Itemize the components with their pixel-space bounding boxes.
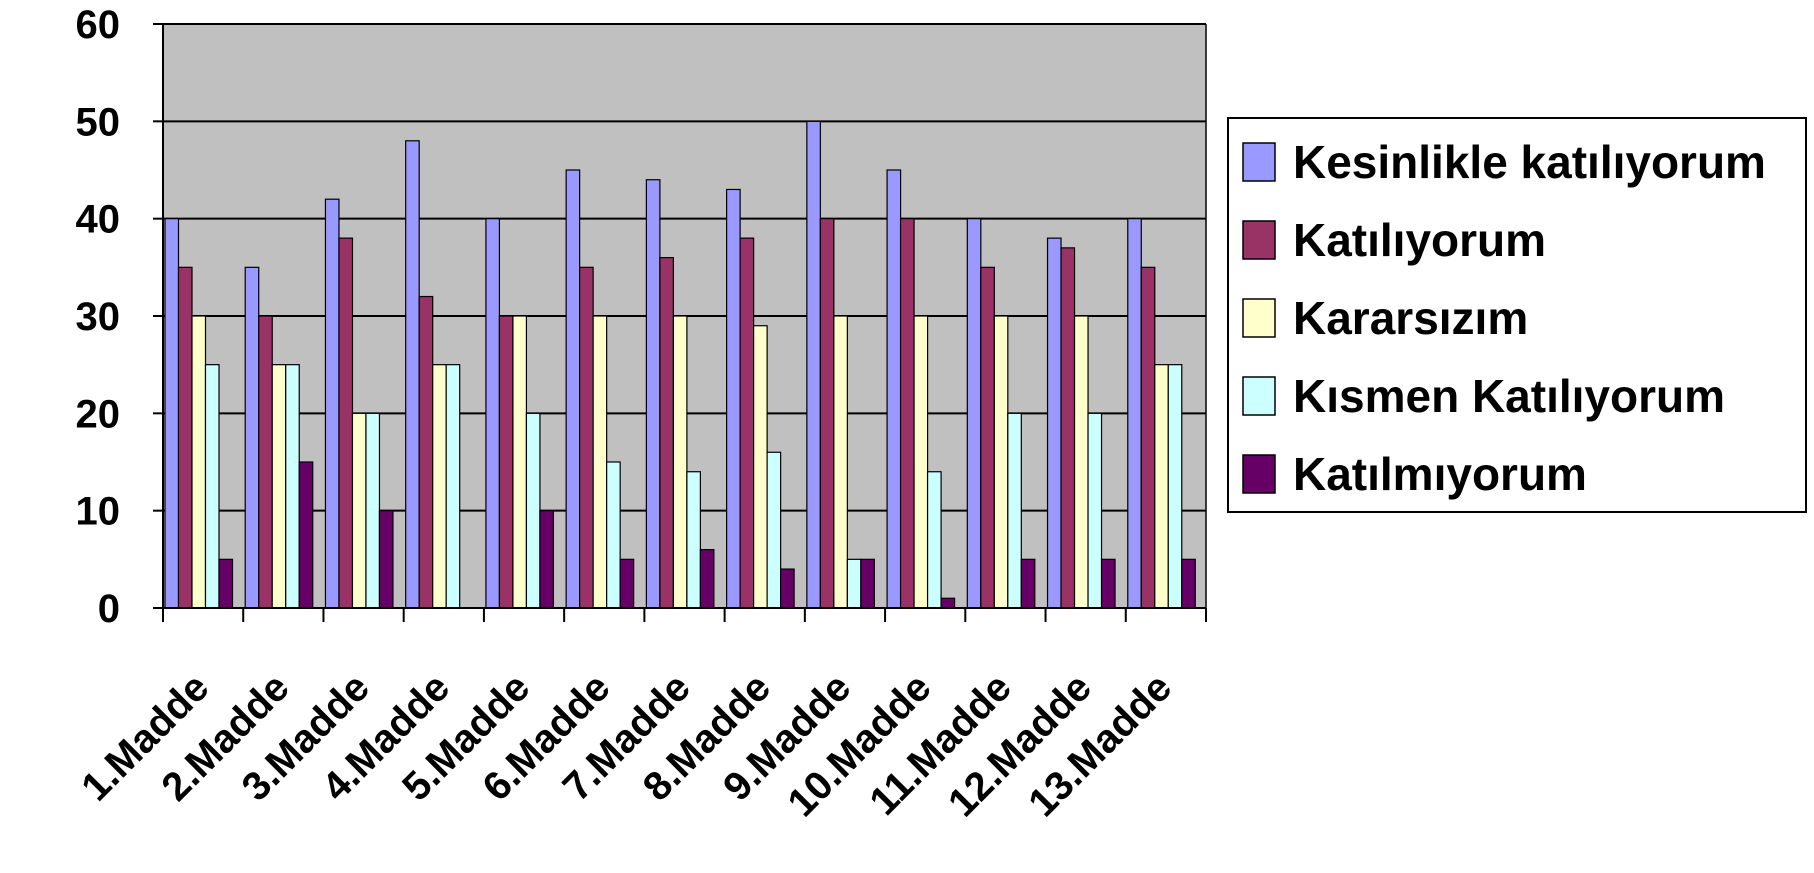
legend-label: Kısmen Katılıyorum <box>1293 370 1725 422</box>
bar-katılıyorum-11madde <box>980 266 995 609</box>
bar-katılıyorum-6madde <box>579 266 594 609</box>
bar-kısmen-katılıyorum-13madde <box>1167 364 1183 609</box>
bar-katılmıyorum-6madde <box>619 558 635 609</box>
bar-kısmen-katılıyorum-10madde <box>926 471 942 609</box>
bar-katılmıyorum-12madde <box>1100 558 1116 609</box>
y-tick-label: 20 <box>76 392 121 436</box>
bar-kararsızım-8madde <box>753 325 768 609</box>
bar-katılıyorum-13madde <box>1140 266 1156 609</box>
bar-kararsızım-10madde <box>913 315 929 609</box>
bar-katılıyorum-10madde <box>899 218 915 609</box>
bar-kısmen-katılıyorum-7madde <box>686 471 701 609</box>
bar-kesinlikle-katılıyorum-9madde <box>806 120 821 609</box>
bar-kesinlikle-katılıyorum-6madde <box>565 169 581 609</box>
bar-katılmıyorum-1madde <box>218 558 234 609</box>
bar-kararsızım-5madde <box>512 315 528 609</box>
bar-kesinlikle-katılıyorum-2madde <box>244 266 260 609</box>
bar-kesinlikle-katılıyorum-1madde <box>164 218 180 609</box>
bar-kesinlikle-katılıyorum-11madde <box>966 218 982 609</box>
bar-kısmen-katılıyorum-1madde <box>204 364 220 609</box>
y-tick-labels: 0 10 20 30 40 50 60 <box>76 3 121 631</box>
bar-kesinlikle-katılıyorum-4madde <box>405 140 420 609</box>
bar-kararsızım-7madde <box>672 315 688 609</box>
legend-swatch <box>1242 298 1276 338</box>
bar-katılıyorum-1madde <box>177 266 193 609</box>
bar-katılıyorum-2madde <box>258 315 273 609</box>
y-tick-label: 10 <box>76 490 121 534</box>
bar-kararsızım-9madde <box>833 315 848 609</box>
legend-swatch <box>1242 142 1276 182</box>
legend-label: Katılmıyorum <box>1293 448 1587 500</box>
bar-kısmen-katılıyorum-2madde <box>285 364 300 609</box>
y-tick-label: 50 <box>76 100 121 144</box>
bar-katılıyorum-4madde <box>418 295 434 609</box>
bar-kısmen-katılıyorum-11madde <box>1007 412 1022 609</box>
bar-kesinlikle-katılıyorum-3madde <box>324 198 340 609</box>
bar-kararsızım-4madde <box>432 364 447 609</box>
bar-katılmıyorum-2madde <box>298 461 314 609</box>
bar-katılmıyorum-3madde <box>378 510 394 609</box>
bar-kararsızım-11madde <box>993 315 1009 609</box>
legend: Kesinlikle katılıyorum Katılıyorum Kararsı… <box>1227 117 1807 513</box>
bar-kısmen-katılıyorum-4madde <box>445 364 461 609</box>
x-tick-labels: 1.Madde2.Madde3.Madde4.Madde5.Madde6.Mad… <box>73 665 1180 825</box>
bars-group <box>164 120 1196 609</box>
bar-katılıyorum-5madde <box>498 315 514 609</box>
y-tick-label: 30 <box>76 295 121 339</box>
bar-katılmıyorum-9madde <box>860 558 875 609</box>
bar-kısmen-katılıyorum-9madde <box>846 558 862 609</box>
legend-swatch <box>1242 454 1276 494</box>
bar-katılmıyorum-7madde <box>699 548 715 609</box>
bar-kararsızım-1madde <box>191 315 207 609</box>
bar-katılmıyorum-13madde <box>1181 558 1196 609</box>
legend-label: Katılıyorum <box>1293 214 1546 266</box>
axes-group <box>153 23 1207 622</box>
bar-kararsızım-2madde <box>271 364 287 609</box>
bar-kesinlikle-katılıyorum-12madde <box>1046 237 1062 609</box>
legend-swatch <box>1242 220 1276 260</box>
bar-kararsızım-6madde <box>592 315 608 609</box>
bar-katılmıyorum-8madde <box>780 568 795 609</box>
bar-kararsızım-13madde <box>1154 364 1169 609</box>
bar-kararsızım-3madde <box>351 412 367 609</box>
bar-kararsızım-12madde <box>1073 315 1089 609</box>
bar-kısmen-katılıyorum-6madde <box>606 461 621 609</box>
bar-kısmen-katılıyorum-5madde <box>525 412 541 609</box>
bar-katılıyorum-7madde <box>659 257 674 609</box>
bar-katılmıyorum-5madde <box>539 510 555 609</box>
legend-label: Kesinlikle katılıyorum <box>1293 136 1766 188</box>
legend-label: Kararsızım <box>1293 292 1528 344</box>
bar-kesinlikle-katılıyorum-10madde <box>886 169 902 609</box>
bar-kısmen-katılıyorum-3madde <box>365 412 381 609</box>
bar-kesinlikle-katılıyorum-13madde <box>1127 218 1142 609</box>
y-tick-label: 0 <box>98 587 120 631</box>
bar-katılmıyorum-10madde <box>940 597 956 609</box>
y-tick-label: 60 <box>76 3 121 47</box>
legend-swatch <box>1242 376 1276 416</box>
bar-katılıyorum-8madde <box>739 237 755 609</box>
bar-kısmen-katılıyorum-12madde <box>1087 412 1103 609</box>
bar-katılmıyorum-11madde <box>1020 558 1036 609</box>
bar-kesinlikle-katılıyorum-5madde <box>485 218 501 609</box>
bar-katılıyorum-12madde <box>1060 247 1076 609</box>
y-tick-label: 40 <box>76 198 121 242</box>
bar-kesinlikle-katılıyorum-8madde <box>726 188 741 609</box>
bar-kesinlikle-katılıyorum-7madde <box>645 179 661 609</box>
bar-katılıyorum-9madde <box>819 218 835 609</box>
bar-kısmen-katılıyorum-8madde <box>766 451 782 609</box>
bar-katılıyorum-3madde <box>338 237 354 609</box>
legend-box <box>1227 117 1807 513</box>
